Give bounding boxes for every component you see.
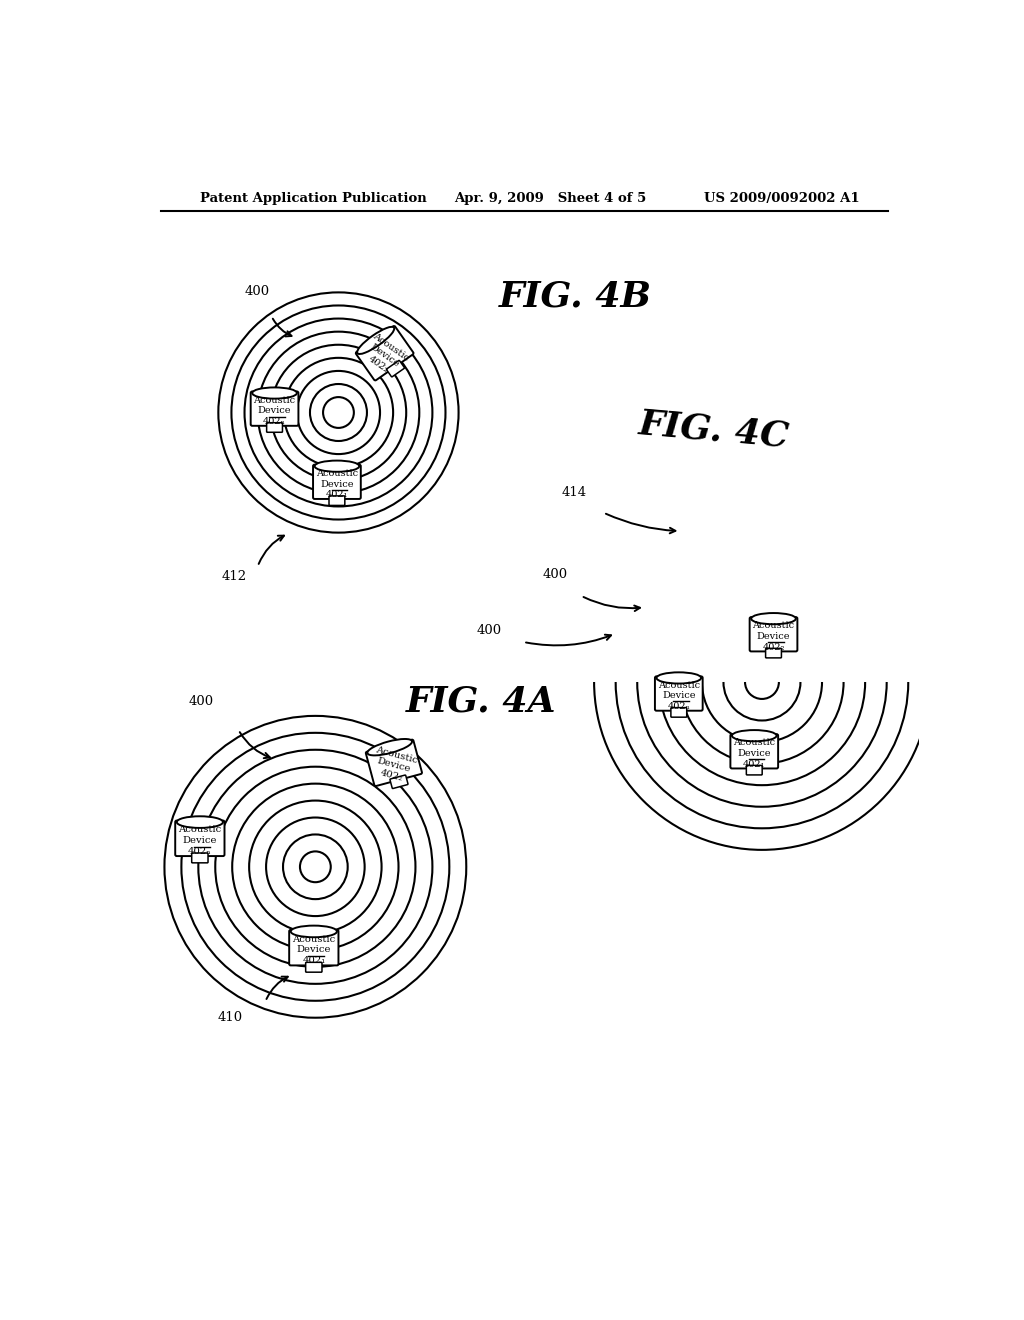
FancyBboxPatch shape — [671, 708, 687, 717]
Ellipse shape — [656, 672, 701, 684]
Text: Acoustic
Device
402₂: Acoustic Device 402₂ — [753, 622, 795, 652]
Ellipse shape — [752, 612, 796, 624]
Text: 400: 400 — [188, 696, 213, 708]
Text: 410: 410 — [217, 1011, 243, 1024]
Ellipse shape — [177, 816, 223, 828]
Ellipse shape — [357, 327, 394, 354]
Ellipse shape — [368, 739, 412, 755]
FancyBboxPatch shape — [175, 821, 224, 857]
FancyBboxPatch shape — [305, 962, 322, 973]
FancyBboxPatch shape — [355, 326, 414, 380]
Text: Acoustic
Device
402ₙ: Acoustic Device 402ₙ — [178, 825, 221, 855]
FancyBboxPatch shape — [366, 739, 422, 787]
Ellipse shape — [314, 461, 359, 471]
Text: Acoustic
Device
402₂: Acoustic Device 402₂ — [358, 331, 411, 380]
FancyBboxPatch shape — [750, 618, 798, 651]
FancyBboxPatch shape — [329, 496, 345, 506]
Ellipse shape — [291, 925, 337, 937]
FancyBboxPatch shape — [766, 648, 781, 657]
Text: FIG. 4B: FIG. 4B — [499, 280, 651, 313]
Text: Patent Application Publication: Patent Application Publication — [200, 191, 427, 205]
FancyBboxPatch shape — [746, 766, 762, 775]
Text: 412: 412 — [221, 570, 247, 582]
Text: FIG. 4A: FIG. 4A — [407, 684, 557, 718]
Text: Acoustic
Device
402₁: Acoustic Device 402₁ — [733, 738, 775, 768]
Text: Apr. 9, 2009   Sheet 4 of 5: Apr. 9, 2009 Sheet 4 of 5 — [454, 191, 646, 205]
Text: Acoustic
Device
402ₙ: Acoustic Device 402ₙ — [254, 396, 296, 426]
FancyBboxPatch shape — [655, 676, 702, 710]
FancyBboxPatch shape — [266, 422, 283, 432]
Text: US 2009/0092002 A1: US 2009/0092002 A1 — [705, 191, 860, 205]
Ellipse shape — [252, 388, 297, 399]
Text: 400: 400 — [543, 568, 567, 581]
FancyBboxPatch shape — [386, 360, 404, 376]
Text: Acoustic
Device
402₁: Acoustic Device 402₁ — [315, 469, 358, 499]
Text: Acoustic
Device
402ₙ: Acoustic Device 402ₙ — [657, 681, 699, 711]
FancyBboxPatch shape — [289, 929, 339, 965]
Text: Acoustic
Device
402₂: Acoustic Device 402₂ — [369, 744, 419, 785]
FancyBboxPatch shape — [313, 465, 360, 499]
FancyBboxPatch shape — [251, 392, 298, 426]
FancyBboxPatch shape — [730, 734, 778, 768]
Text: FIG. 4C: FIG. 4C — [637, 407, 791, 454]
Ellipse shape — [732, 730, 776, 742]
Text: 414: 414 — [562, 486, 587, 499]
Text: 400: 400 — [477, 624, 502, 638]
FancyBboxPatch shape — [390, 775, 408, 788]
Text: 400: 400 — [245, 285, 269, 298]
FancyBboxPatch shape — [191, 853, 208, 863]
Text: Acoustic
Device
402₁: Acoustic Device 402₁ — [292, 935, 336, 965]
